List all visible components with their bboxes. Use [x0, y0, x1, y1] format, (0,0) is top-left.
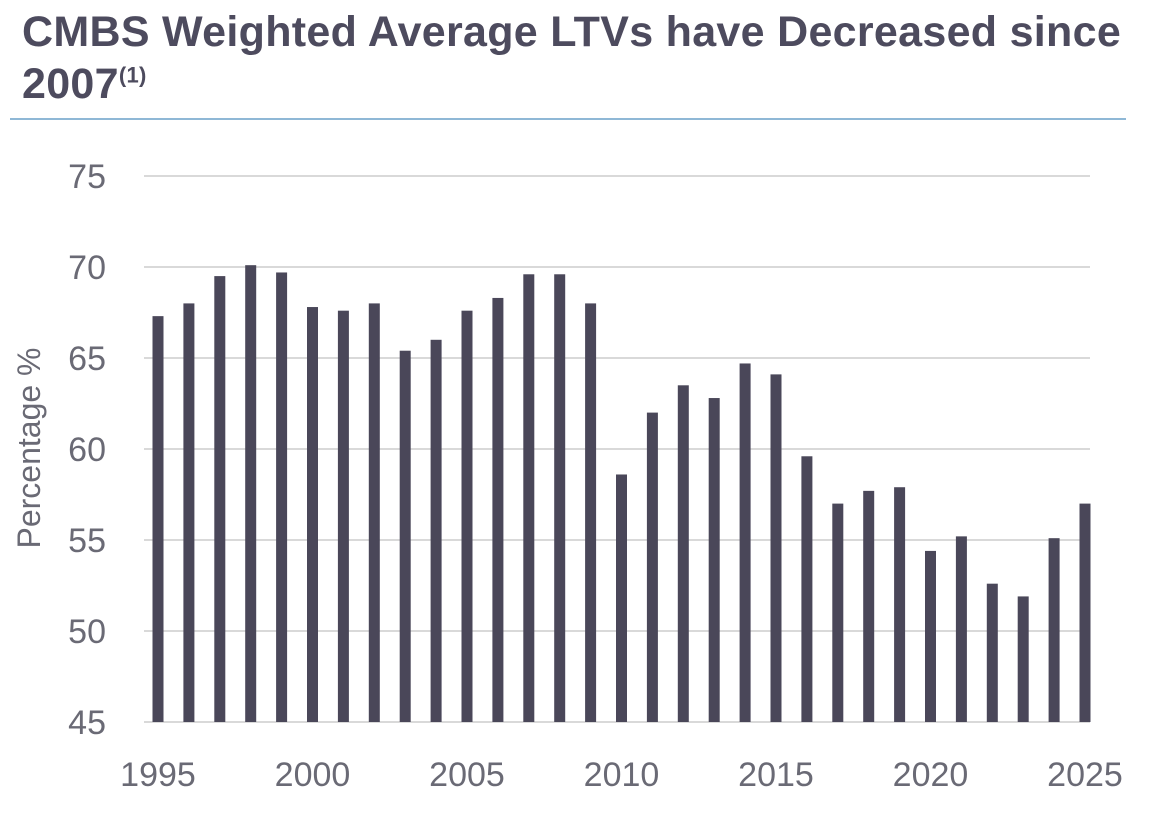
bar-2008 — [554, 274, 566, 722]
bar-2019 — [894, 487, 906, 722]
x-tick-label: 2025 — [1047, 756, 1123, 794]
chart-title-text: CMBS Weighted Average LTVs have Decrease… — [22, 8, 1122, 108]
y-tick-label: 50 — [68, 613, 106, 651]
x-tick-label: 2015 — [738, 756, 814, 794]
chart-title: CMBS Weighted Average LTVs have Decrease… — [22, 6, 1142, 110]
bar-2017 — [832, 503, 844, 722]
bar-1998 — [245, 265, 257, 722]
bar-2011 — [646, 412, 658, 722]
bar-2020 — [925, 550, 936, 722]
title-footnote: (1) — [118, 62, 147, 88]
x-tick-label: 2005 — [429, 756, 505, 794]
bar-2016 — [801, 456, 813, 722]
y-tick-label: 75 — [68, 158, 106, 196]
bar-2007 — [523, 274, 535, 722]
bar-2023 — [1017, 596, 1029, 722]
bar-2025 — [1079, 503, 1091, 722]
bar-1997 — [214, 276, 226, 722]
bar-1996 — [183, 303, 195, 722]
y-tick-label: 60 — [68, 431, 106, 469]
bar-2003 — [399, 350, 411, 722]
x-tick-label: 2000 — [275, 756, 351, 794]
y-axis-ticks: 45 50 55 60 65 70 75 — [68, 158, 106, 742]
y-tick-label: 55 — [68, 522, 106, 560]
y-axis-label: Percentage % — [11, 347, 47, 548]
bar-2021 — [955, 536, 967, 722]
bar-2010 — [616, 474, 627, 722]
bar-2000 — [307, 307, 318, 722]
bar-2002 — [368, 303, 380, 722]
x-axis-ticks: 1995 2000 2005 2010 2015 2020 2025 — [120, 756, 1123, 794]
bar-2001 — [337, 310, 349, 722]
bar-2004 — [430, 339, 442, 722]
bar-2015 — [770, 374, 782, 722]
bar-2018 — [863, 490, 875, 722]
bar-2014 — [739, 363, 751, 722]
x-tick-label: 1995 — [120, 756, 196, 794]
bar-1999 — [276, 272, 288, 722]
title-divider — [10, 118, 1126, 120]
bar-2005 — [461, 310, 473, 722]
y-tick-label: 65 — [68, 340, 106, 378]
bar-1995 — [152, 316, 164, 722]
x-tick-label: 2010 — [584, 756, 660, 794]
bar-2009 — [585, 303, 597, 722]
bars — [152, 265, 1091, 722]
bar-2024 — [1048, 538, 1060, 722]
bar-2022 — [986, 583, 998, 722]
y-tick-label: 70 — [68, 249, 106, 287]
y-tick-label: 45 — [68, 704, 106, 742]
x-tick-label: 2020 — [893, 756, 969, 794]
bar-2006 — [492, 297, 504, 722]
bar-2012 — [677, 385, 689, 722]
bar-2013 — [708, 398, 720, 722]
